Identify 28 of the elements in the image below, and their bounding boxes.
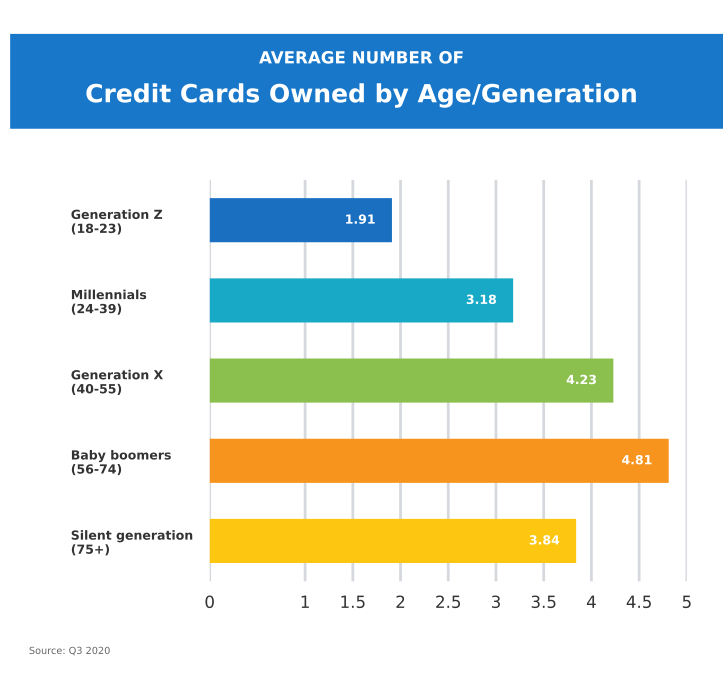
bar: [210, 358, 614, 403]
y-tick-label: Generation Z (18-23): [71, 209, 162, 235]
bar: [210, 198, 392, 242]
bar: [210, 278, 514, 322]
chart-subtitle: Credit Cards Owned by Age/Generation: [86, 83, 636, 108]
data-label: 4.23: [566, 374, 596, 384]
data-label: 4.81: [622, 454, 652, 464]
bar: [210, 438, 669, 483]
x-tick-label: 3.5: [532, 595, 556, 608]
bar: [210, 518, 576, 564]
data-label: 3.84: [530, 535, 560, 545]
source-note: Source: Q3 2020: [30, 646, 110, 656]
x-tick-label: 2.5: [436, 595, 460, 608]
data-label: 3.18: [466, 294, 496, 304]
x-tick-label: 1.5: [341, 596, 365, 608]
x-tick-label: 0: [205, 595, 214, 608]
x-tick-label: 5: [682, 596, 691, 608]
x-tick-label: 3: [492, 595, 500, 608]
x-tick-label: 4.5: [626, 596, 651, 608]
y-tick-label: Millennials (24-39): [72, 290, 146, 315]
data-label: 1.91: [346, 214, 375, 224]
x-tick-label: 1: [302, 596, 309, 608]
y-tick-label: Generation X (40-55): [71, 370, 163, 395]
y-tick-label: Silent generation (75+): [72, 530, 192, 556]
y-tick-label: Baby boomers (56-74): [72, 450, 171, 476]
x-tick-label: 2: [396, 595, 404, 608]
chart-title: AVERAGE NUMBER OF: [259, 51, 463, 64]
x-tick-label: 4: [586, 596, 596, 608]
